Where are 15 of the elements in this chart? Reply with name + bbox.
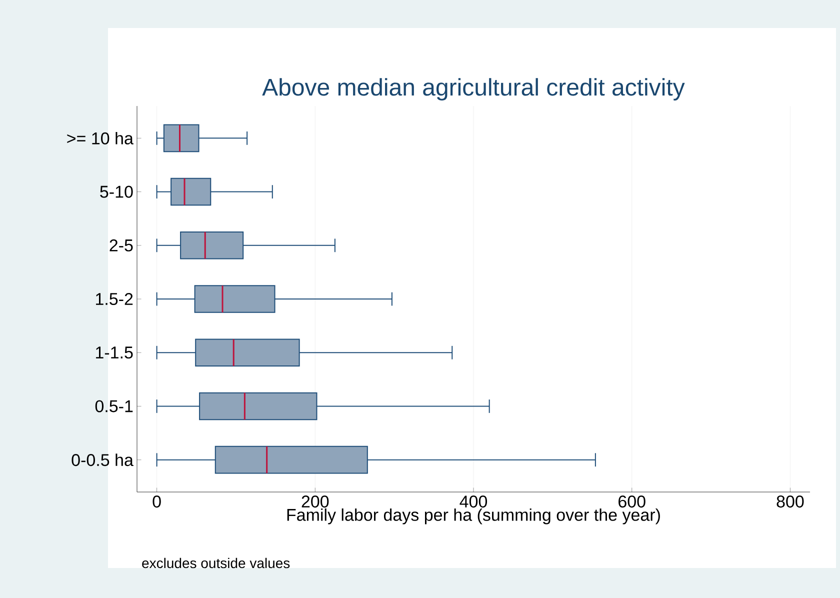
- y-tick-label: 2-5: [110, 239, 133, 252]
- y-tick-label: 0-0.5 ha: [72, 454, 134, 466]
- x-tick-label: 600: [618, 496, 646, 508]
- y-tick-label: 1-1.5: [96, 346, 133, 359]
- y-tick-label: 1.5-2: [96, 292, 133, 306]
- x-tick-label: 0: [152, 496, 161, 508]
- x-tick-label: 400: [460, 496, 488, 508]
- chart-title: Above median agricultural credit activity: [262, 78, 685, 100]
- x-axis-title: Family labor days per ha (summing over the year): [287, 508, 660, 524]
- x-tick-label: 200: [302, 496, 329, 508]
- x-tick-label: 800: [776, 496, 804, 508]
- y-tick-label: >= 10 ha: [67, 132, 134, 144]
- y-tick-label: 0.5-1: [95, 400, 133, 412]
- y-tick-label: 5-10: [100, 186, 133, 198]
- text: excludes outside values: [142, 558, 290, 568]
